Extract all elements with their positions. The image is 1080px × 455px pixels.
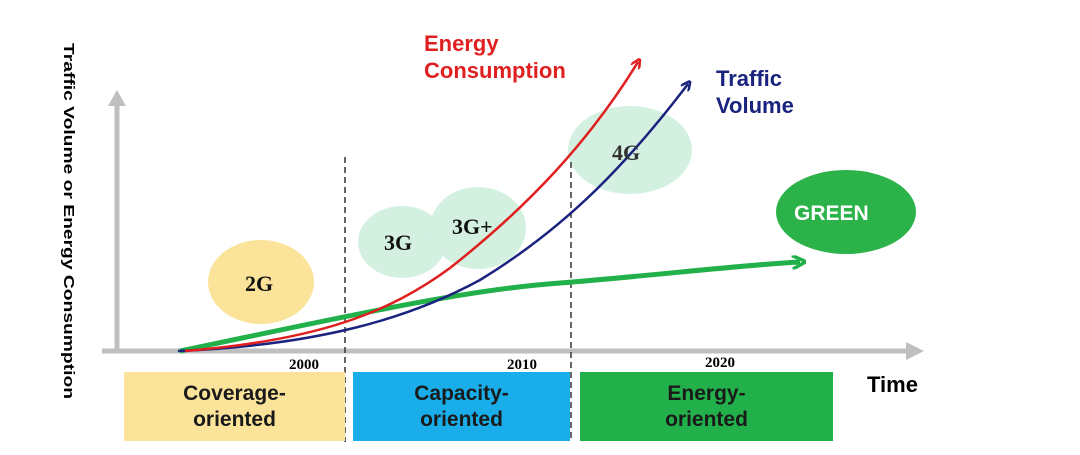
traffic-label-line2: Volume bbox=[716, 93, 794, 118]
label-green: GREEN bbox=[794, 202, 869, 225]
traffic-label-line1: Traffic bbox=[716, 66, 782, 91]
era-capacity-line2: oriented bbox=[420, 407, 503, 431]
bubble-4g bbox=[568, 106, 692, 194]
label-3g: 3G bbox=[384, 230, 412, 255]
era-capacity-line1: Capacity- bbox=[414, 381, 509, 405]
x-axis-label: Time bbox=[867, 372, 918, 397]
bubble-2g bbox=[208, 240, 314, 324]
energy-consumption-curve bbox=[184, 62, 638, 353]
era-coverage-oriented: Coverage- oriented bbox=[124, 372, 345, 441]
year-2020: 2020 bbox=[705, 355, 735, 371]
era-coverage-line1: Coverage- bbox=[183, 381, 286, 405]
era-energy-line1: Energy- bbox=[667, 381, 746, 405]
era-capacity-oriented: Capacity- oriented bbox=[353, 372, 570, 441]
year-2010: 2010 bbox=[507, 357, 537, 373]
y-axis-arrowhead bbox=[108, 90, 126, 106]
bubble-3g bbox=[358, 206, 446, 278]
label-4g: 4G bbox=[612, 140, 640, 165]
bubble-green bbox=[776, 170, 916, 254]
energy-label-line1: Energy bbox=[424, 31, 499, 56]
era-coverage-line2: oriented bbox=[193, 407, 276, 431]
era-energy-line2: oriented bbox=[665, 407, 748, 431]
bubble-3g-plus bbox=[430, 187, 526, 269]
x-axis-arrowhead bbox=[906, 342, 924, 360]
energy-label-line2: Consumption bbox=[424, 58, 566, 83]
green-curve bbox=[179, 262, 800, 354]
year-2000: 2000 bbox=[289, 357, 319, 373]
traffic-volume-curve bbox=[177, 84, 688, 353]
label-2g: 2G bbox=[245, 271, 273, 296]
label-3g-plus: 3G+ bbox=[452, 214, 493, 239]
era-energy-oriented: Energy- oriented bbox=[580, 372, 833, 441]
y-axis-label: Traffic Volume or Energy Consumption bbox=[60, 43, 77, 399]
